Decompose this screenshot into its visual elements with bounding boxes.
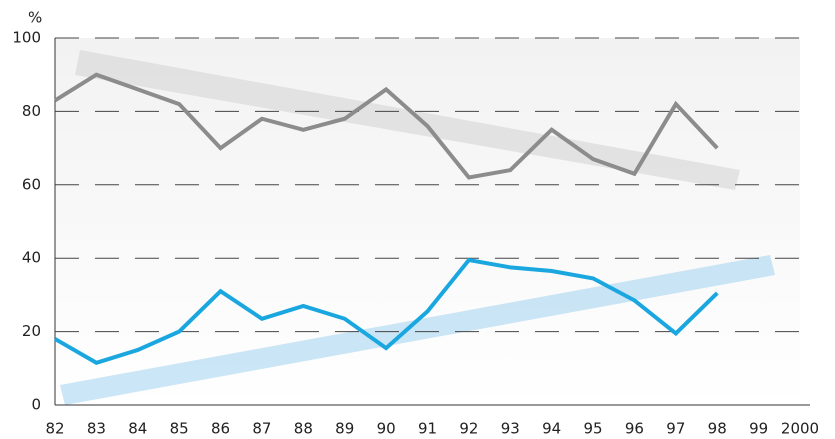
y-tick-label: 40 [22, 249, 41, 267]
x-tick-label: 97 [666, 420, 685, 438]
x-tick-label: 98 [708, 420, 727, 438]
x-tick-label: 95 [584, 420, 603, 438]
x-tick-label: 83 [87, 420, 106, 438]
x-tick-label: 94 [542, 420, 561, 438]
y-tick-label: 100 [12, 29, 41, 47]
x-tick-label: 91 [418, 420, 437, 438]
x-tick-label: 87 [252, 420, 271, 438]
x-tick-label: 86 [211, 420, 230, 438]
x-tick-label: 88 [294, 420, 313, 438]
x-tick-label: 92 [459, 420, 478, 438]
x-tick-label: 85 [170, 420, 189, 438]
x-tick-label: 96 [625, 420, 644, 438]
y-tick-label: 60 [22, 175, 41, 193]
plot-background [55, 38, 800, 405]
x-tick-label: 90 [377, 420, 396, 438]
y-tick-label: 20 [22, 322, 41, 340]
y-tick-label: 0 [31, 396, 41, 414]
x-tick-label: 82 [45, 420, 64, 438]
x-tick-label: 84 [128, 420, 147, 438]
y-tick-label: 80 [22, 102, 41, 120]
x-tick-label: 2000 [781, 420, 819, 438]
x-tick-label: 89 [335, 420, 354, 438]
chart: % 0 20 40 60 80 100 82 83 84 85 86 87 88 89 90 91 92 93 94… [0, 0, 835, 439]
y-axis-label: % [28, 9, 42, 27]
x-tick-label: 93 [501, 420, 520, 438]
x-tick-label: 99 [749, 420, 768, 438]
